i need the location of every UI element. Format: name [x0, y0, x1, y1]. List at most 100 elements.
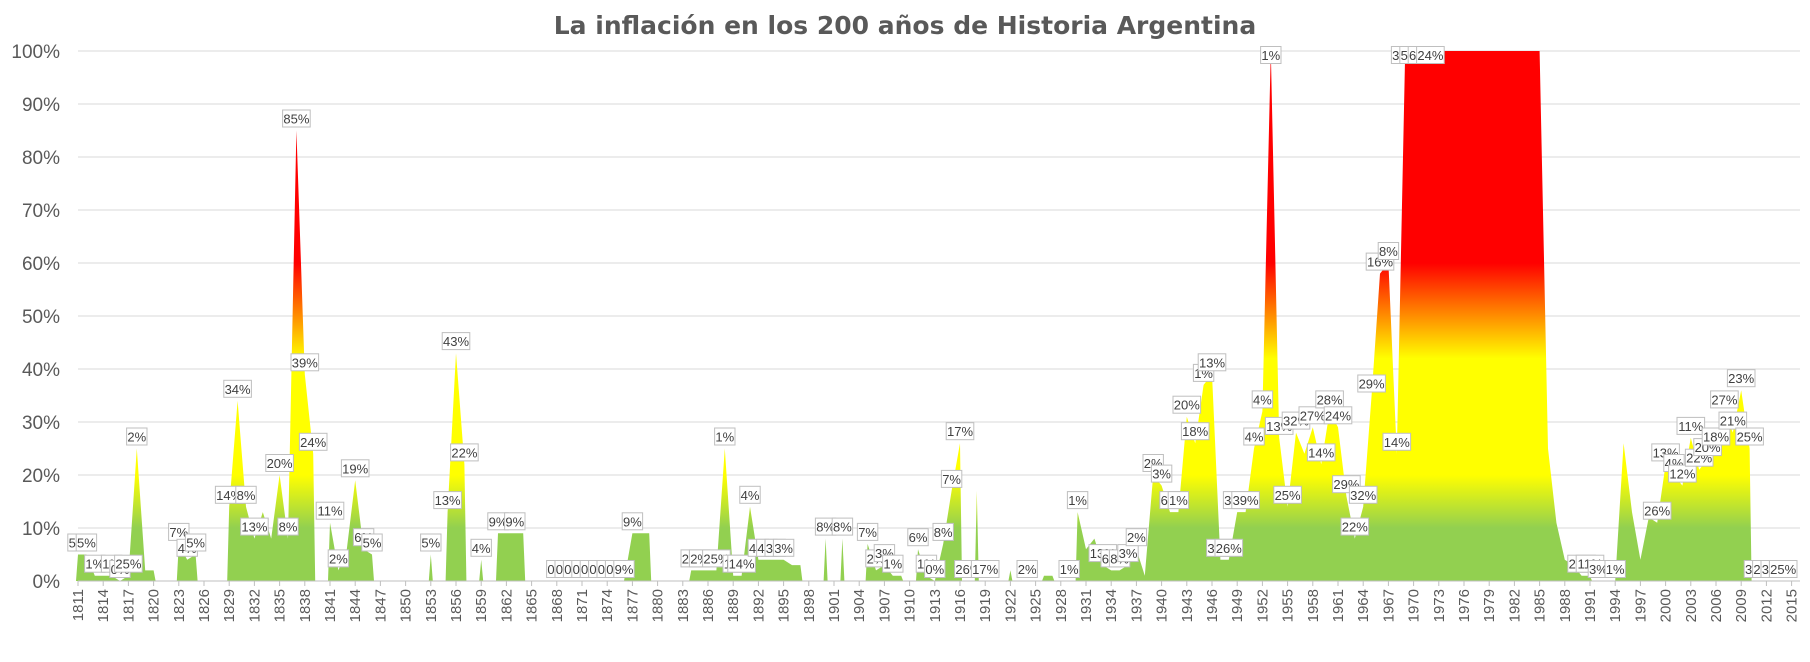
x-tick-label: 1829 [221, 589, 238, 622]
x-tick-label: 1919 [977, 589, 994, 622]
x-tick-label: 1907 [876, 589, 893, 622]
data-label: 14% [727, 554, 756, 573]
x-tick-label: 1859 [473, 589, 490, 622]
data-label-text: 9% [505, 514, 524, 529]
data-label-text: 39% [292, 355, 318, 370]
data-label: 43% [441, 332, 471, 351]
data-label-text: 20% [267, 456, 293, 471]
data-label: 11% [1676, 416, 1706, 435]
y-tick-label: 0% [33, 572, 61, 593]
data-label: 3% [1587, 560, 1610, 578]
data-label: 4% [1251, 390, 1274, 409]
x-tick-label: 1886 [700, 589, 717, 622]
data-label: 1% [1260, 46, 1282, 64]
data-label: 24% [298, 432, 328, 451]
x-tick-label: 2006 [1708, 589, 1725, 622]
data-label-text: 85% [283, 112, 309, 127]
y-tick-label: 40% [22, 360, 60, 381]
data-label: 8% [277, 517, 299, 536]
x-tick-label: 1865 [524, 589, 541, 622]
data-label-text: 20% [1174, 398, 1200, 413]
y-tick-label: 50% [22, 307, 60, 328]
data-label-text: 25% [1737, 430, 1763, 445]
data-label-text: 2% [1018, 562, 1037, 577]
data-label-text: 3% [1152, 467, 1171, 482]
data-label-text: 8% [816, 520, 835, 535]
data-label: 4% [739, 485, 761, 504]
data-label: 21% [1718, 411, 1748, 430]
data-label-text: 32% [1350, 488, 1376, 503]
inflation-area [76, 448, 156, 581]
data-label-text: 7% [169, 525, 188, 540]
data-label: 7% [940, 469, 963, 488]
data-label: 1% [882, 554, 904, 573]
data-label-text: 5% [421, 536, 440, 551]
data-label: 34% [223, 379, 252, 398]
data-label-text: 2% [329, 551, 348, 566]
data-label: 7% [856, 522, 879, 541]
data-label: 5% [361, 533, 383, 552]
data-label: 1% [1066, 491, 1089, 510]
x-tick-label: 1967 [1380, 589, 1397, 622]
data-label: 24% [1416, 46, 1445, 64]
x-tick-label: 1901 [826, 589, 843, 622]
data-label-text: 1% [715, 430, 734, 445]
x-tick-label: 1847 [372, 589, 389, 622]
x-tick-label: 1913 [927, 589, 944, 622]
data-label-text: 4% [1245, 430, 1264, 445]
data-label-text: 1% [883, 557, 902, 572]
inflation-area [1075, 51, 1592, 581]
x-tick-label: 1814 [95, 589, 112, 622]
data-label-text: 2% [127, 430, 146, 445]
inflation-area [496, 533, 526, 581]
x-tick-label: 1916 [952, 589, 969, 622]
data-label-text: 39% [1233, 493, 1259, 508]
data-label-text: 27% [1711, 392, 1737, 407]
data-label: 17% [945, 422, 975, 441]
data-label-text: 25% [1770, 562, 1796, 577]
x-tick-label: 1979 [1481, 589, 1498, 622]
x-tick-label: 1826 [196, 589, 213, 622]
data-label-text: 9% [623, 514, 642, 529]
x-tick-label: 1892 [750, 589, 767, 622]
x-tick-label: 1868 [549, 589, 566, 622]
data-label: 5% [420, 533, 442, 552]
data-label-text: 0% [925, 562, 944, 577]
data-label: 85% [282, 109, 311, 128]
data-label-text: 25% [1275, 488, 1301, 503]
data-label-text: 21% [1720, 414, 1746, 429]
data-label-text: 3% [1589, 562, 1608, 577]
data-label: 5% [75, 533, 98, 552]
data-label-text: 14% [1384, 435, 1410, 450]
data-label: 14% [1382, 432, 1412, 451]
data-label: 13% [1197, 353, 1227, 372]
x-tick-label: 1976 [1456, 589, 1473, 622]
data-label-text: 11% [317, 504, 342, 519]
x-tick-label: 1934 [1103, 589, 1120, 622]
data-label-text: 7% [858, 525, 877, 540]
data-label: 2% [126, 427, 148, 446]
x-tick-label: 2015 [1784, 589, 1801, 622]
data-label: 9% [504, 512, 526, 531]
data-label: 18% [1701, 427, 1731, 446]
data-label-text: 3% [774, 541, 793, 556]
inflation-area [823, 538, 828, 581]
y-tick-label: 80% [22, 148, 60, 169]
inflation-area [1008, 570, 1013, 581]
data-label: 11% [315, 501, 345, 520]
data-label-text: 1% [1169, 493, 1188, 508]
data-label-text: 8% [833, 520, 852, 535]
x-tick-label: 1931 [1078, 589, 1095, 622]
data-label-text: 1% [1606, 562, 1625, 577]
data-label-text: 5% [363, 536, 382, 551]
x-tick-label: 2012 [1758, 589, 1775, 622]
data-label: 8% [831, 517, 854, 536]
data-label: 32% [1348, 485, 1378, 504]
data-label-text: 18% [1182, 424, 1208, 439]
x-tick-label: 1997 [1632, 589, 1649, 622]
x-tick-label: 1925 [1028, 589, 1045, 622]
inflation-area [974, 490, 979, 581]
data-label: 13% [240, 517, 269, 536]
x-tick-label: 1985 [1532, 589, 1549, 622]
x-tick-label: 1853 [423, 589, 440, 622]
